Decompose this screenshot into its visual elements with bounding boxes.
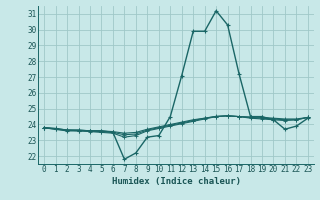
X-axis label: Humidex (Indice chaleur): Humidex (Indice chaleur) (111, 177, 241, 186)
